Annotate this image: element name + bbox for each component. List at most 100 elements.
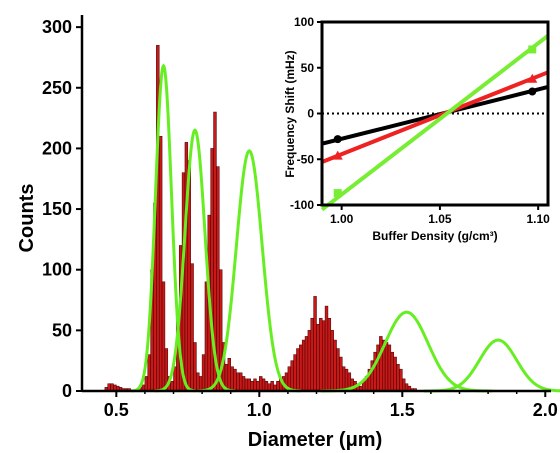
main-y-tick-label: 250: [42, 78, 72, 98]
inset-series-marker: [332, 150, 343, 160]
histogram-bar: [239, 372, 243, 392]
histogram-bar: [399, 368, 403, 392]
histogram-bar: [173, 366, 177, 392]
histogram-bar: [204, 281, 209, 392]
histogram-bar: [402, 378, 406, 392]
histogram-bar: [393, 356, 397, 392]
histogram-bar: [330, 330, 334, 392]
inset-y-tick-label: 0: [307, 107, 314, 121]
histogram-bar: [341, 366, 346, 392]
histogram-bar: [324, 305, 329, 392]
gaussian-fit-curve: [197, 149, 301, 393]
histogram-bar: [290, 360, 294, 392]
histogram-bar: [144, 376, 149, 392]
histogram-bar: [250, 381, 254, 392]
histogram-bar: [199, 376, 203, 392]
histogram-bar: [327, 317, 332, 392]
histogram-bar: [384, 342, 389, 392]
main-y-tick-label: 100: [42, 260, 72, 280]
main-x-axis-label: Diameter (μm): [248, 429, 383, 451]
inset-series-line: [320, 34, 550, 212]
histogram-bar: [236, 372, 240, 392]
histogram-bar: [313, 296, 317, 392]
gaussian-fit-curve: [131, 63, 196, 393]
histogram-bar: [396, 364, 400, 392]
histogram-bar: [256, 381, 260, 392]
histogram-bar: [336, 348, 340, 392]
inset-x-tick-label: 1.05: [428, 212, 452, 226]
inset-y-tick-label: 50: [301, 61, 315, 75]
main-axes: 0.5 1.0 1.5 2.0 0 50 100 150 200 250 300: [42, 15, 558, 420]
histogram-bar: [264, 381, 269, 392]
inset-series-marker: [333, 135, 342, 144]
histogram-bar: [241, 376, 246, 392]
inset-y-tick-label: 100: [294, 15, 314, 29]
inset-y-tick-label: -50: [297, 152, 315, 166]
gaussian-fit-curve: [154, 128, 236, 393]
inset-axes: 1.00 1.05 1.10 -100 -50 0 50 100: [290, 15, 550, 226]
main-y-tick-label: 0: [62, 381, 72, 401]
inset-plot-area: 1.00 1.05 1.10 -100 -50 0 50 100 Buffer Density…: [283, 15, 550, 243]
histogram-bar: [244, 378, 249, 392]
histogram-bar: [161, 281, 166, 392]
histogram-bar: [339, 356, 343, 392]
inset-series-lines: [320, 34, 550, 212]
gaussian-fit-curve: [320, 310, 493, 393]
histogram-bar: [376, 344, 380, 392]
inset-y-tick-label: -100: [290, 198, 314, 212]
histogram-bar: [253, 378, 257, 392]
histogram-bar: [247, 378, 251, 392]
inset-series-marker: [528, 87, 537, 96]
inset-x-tick-label: 1.00: [330, 212, 354, 226]
histogram-bar: [387, 344, 392, 392]
histogram-bar: [233, 368, 237, 392]
histogram-bar: [299, 344, 303, 392]
histogram-bar: [193, 342, 197, 392]
main-y-tick-label: 200: [42, 138, 72, 158]
histogram-bar: [190, 263, 194, 392]
main-y-tick-label: 50: [52, 320, 72, 340]
main-x-tick-label: 0.5: [104, 400, 129, 420]
histogram-bar: [170, 381, 174, 392]
main-y-axis-label: Counts: [16, 184, 38, 253]
inset-series-marker: [528, 45, 537, 54]
histogram-bar: [293, 354, 297, 392]
histogram-bar: [196, 372, 200, 392]
histogram-bar: [333, 339, 337, 392]
gaussian-fit-curves: [131, 63, 560, 393]
histogram-bar: [259, 376, 263, 392]
histogram-bar: [201, 354, 206, 392]
histogram-bar: [319, 317, 323, 392]
main-plot-area: 0.5 1.0 1.5 2.0 0 50 100 150 200 250 300 Diameter …: [16, 15, 560, 451]
histogram-bar: [310, 317, 314, 392]
inset-series-marker: [333, 189, 342, 198]
inset-series-marker: [527, 73, 538, 83]
histogram-bar: [390, 351, 394, 392]
histogram-bar: [373, 351, 377, 392]
histogram-bar: [316, 324, 320, 392]
histogram-bar: [261, 378, 266, 392]
histogram-bar: [270, 381, 274, 392]
main-x-tick-label: 1.0: [247, 400, 272, 420]
gaussian-fit-curve: [423, 338, 560, 393]
histogram-bar: [158, 136, 163, 392]
histogram-bar: [216, 166, 220, 392]
histogram-bar: [227, 358, 231, 392]
histogram-bar: [304, 336, 309, 392]
histogram-bar: [379, 336, 383, 392]
inset-y-axis-label: Frequency Shift (mHz): [283, 50, 297, 177]
main-y-tick-label: 150: [42, 199, 72, 219]
histogram-bar: [321, 320, 326, 392]
inset-x-tick-label: 1.10: [526, 212, 550, 226]
histogram-bar: [276, 381, 280, 392]
main-x-tick-label: 2.0: [533, 400, 558, 420]
histogram-bar: [307, 330, 312, 392]
inset-series-line: [321, 70, 549, 164]
main-x-tick-label: 1.5: [390, 400, 415, 420]
histogram-bar: [210, 148, 214, 392]
histogram-bar: [147, 354, 151, 392]
histogram-bar: [230, 366, 234, 392]
main-y-tick-label: 300: [42, 17, 72, 37]
histogram-bar: [296, 348, 300, 392]
